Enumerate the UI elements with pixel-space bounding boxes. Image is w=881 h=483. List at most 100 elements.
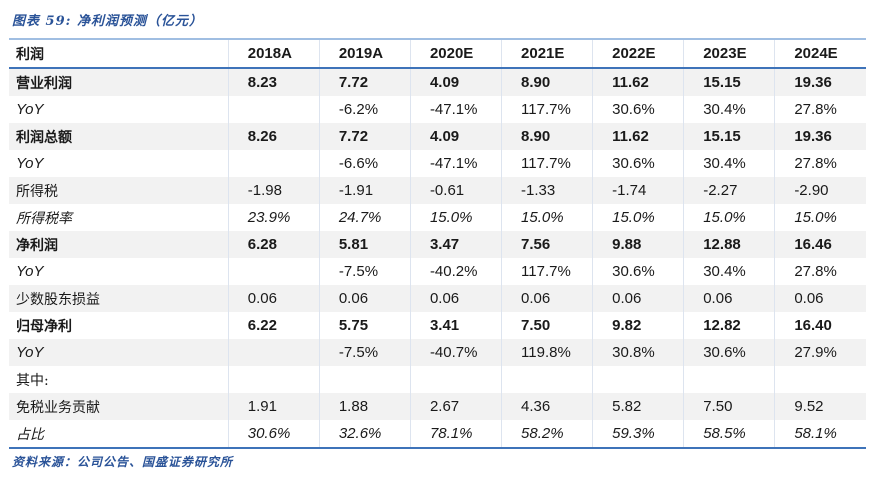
table-cell: 5.81 xyxy=(318,231,411,258)
header-year-cell: 2024E xyxy=(774,39,866,68)
row-label: YoY xyxy=(16,101,44,118)
row-label: YoY xyxy=(16,263,44,280)
table-cell xyxy=(409,366,502,393)
table-cell: 117.7% xyxy=(501,96,593,123)
table-row: 免税业务贡献 1.91 1.88 2.67 4.36 5.82 7.50 9.52 xyxy=(9,393,866,420)
table-cell: -1.74 xyxy=(592,177,684,204)
table-cell: -1.91 xyxy=(318,177,411,204)
table-cell: 15.0% xyxy=(592,204,684,231)
table-cell: 0.06 xyxy=(774,285,866,312)
table-cell xyxy=(227,339,320,366)
table-row: 占比 30.6% 32.6% 78.1% 58.2% 59.3% 58.5% 58.1% xyxy=(9,420,866,448)
table-cell: 0.06 xyxy=(683,285,775,312)
header-label-cell: 利润 xyxy=(16,46,44,63)
table-cell: 12.82 xyxy=(683,312,775,339)
table-cell xyxy=(592,366,684,393)
table-cell: 6.22 xyxy=(227,312,320,339)
table-cell xyxy=(501,366,593,393)
table-cell: 3.41 xyxy=(409,312,502,339)
table-row: 净利润 6.28 5.81 3.47 7.56 9.88 12.88 16.46 xyxy=(9,231,866,258)
table-cell: 11.62 xyxy=(592,123,684,150)
table-cell: 30.4% xyxy=(683,150,775,177)
table-cell xyxy=(683,366,775,393)
header-year-cell: 2022E xyxy=(592,39,684,68)
row-label: 营业利润 xyxy=(16,75,72,92)
table-cell xyxy=(227,258,320,285)
table-cell: 4.09 xyxy=(409,123,502,150)
table-cell: 0.06 xyxy=(227,285,320,312)
row-label: 免税业务贡献 xyxy=(16,399,100,416)
table-cell: 59.3% xyxy=(592,420,684,448)
table-cell: 7.56 xyxy=(501,231,593,258)
table-cell: 12.88 xyxy=(683,231,775,258)
table-cell: -6.6% xyxy=(318,150,411,177)
table-cell: 16.46 xyxy=(774,231,866,258)
table-cell: 58.5% xyxy=(683,420,775,448)
table-cell xyxy=(227,150,320,177)
table-cell: -7.5% xyxy=(318,339,411,366)
table-cell: 58.1% xyxy=(774,420,866,448)
table-cell: 19.36 xyxy=(774,123,866,150)
table-cell: 16.40 xyxy=(774,312,866,339)
header-year-cell: 2021E xyxy=(501,39,593,68)
row-label: 归母净利 xyxy=(16,318,72,335)
table-cell: 7.72 xyxy=(318,123,411,150)
table-cell: 15.0% xyxy=(501,204,593,231)
row-label: 少数股东损益 xyxy=(16,291,100,308)
table-cell: 8.23 xyxy=(227,68,320,96)
table-cell: 23.9% xyxy=(227,204,320,231)
table-cell: 0.06 xyxy=(592,285,684,312)
table-row: 其中: xyxy=(9,366,866,393)
table-cell: 8.26 xyxy=(227,123,320,150)
table-header-row: 利润 2018A 2019A 2020E 2021E 2022E 2023E 2024E xyxy=(9,39,866,68)
table-cell: 1.91 xyxy=(227,393,320,420)
table-cell: 3.47 xyxy=(409,231,502,258)
table-cell: 30.4% xyxy=(683,96,775,123)
table-cell: -40.2% xyxy=(409,258,502,285)
table-body: 营业利润 8.23 7.72 4.09 8.90 11.62 15.15 19.36 YoY -6… xyxy=(9,68,866,448)
table-cell: 27.9% xyxy=(774,339,866,366)
table-cell: 4.36 xyxy=(501,393,593,420)
table-cell: 8.90 xyxy=(501,68,593,96)
net-profit-forecast-table: 利润 2018A 2019A 2020E 2021E 2022E 2023E 2024E 营… xyxy=(9,38,866,449)
table-cell: 2.67 xyxy=(409,393,502,420)
table-row: 利润总额 8.26 7.72 4.09 8.90 11.62 15.15 19.36 xyxy=(9,123,866,150)
table-cell: 27.8% xyxy=(774,96,866,123)
table-row: YoY -6.6% -47.1% 117.7% 30.6% 30.4% 27.8% xyxy=(9,150,866,177)
table-cell: 119.8% xyxy=(501,339,593,366)
table-cell: 30.6% xyxy=(592,150,684,177)
table-cell: 8.90 xyxy=(501,123,593,150)
table-cell: -47.1% xyxy=(409,150,502,177)
table-cell: -2.90 xyxy=(774,177,866,204)
table-cell: 5.75 xyxy=(318,312,411,339)
row-label: YoY xyxy=(16,344,44,361)
header-year-cell: 2019A xyxy=(318,39,411,68)
table-cell: 4.09 xyxy=(409,68,502,96)
header-year-cell: 2018A xyxy=(227,39,320,68)
table-cell: 27.8% xyxy=(774,150,866,177)
table-cell: 0.06 xyxy=(501,285,593,312)
table-cell: -1.98 xyxy=(227,177,320,204)
table-cell xyxy=(227,96,320,123)
table-row: 归母净利 6.22 5.75 3.41 7.50 9.82 12.82 16.40 xyxy=(9,312,866,339)
table-cell: 15.15 xyxy=(683,123,775,150)
table-cell: 30.6% xyxy=(227,420,320,448)
row-label: 其中: xyxy=(16,372,49,389)
table-row: 少数股东损益 0.06 0.06 0.06 0.06 0.06 0.06 0.06 xyxy=(9,285,866,312)
table-cell: 7.72 xyxy=(318,68,411,96)
table-cell: -2.27 xyxy=(683,177,775,204)
table-row: YoY -7.5% -40.7% 119.8% 30.8% 30.6% 27.9% xyxy=(9,339,866,366)
row-label: YoY xyxy=(16,155,44,172)
table-cell: 30.4% xyxy=(683,258,775,285)
table-cell: 19.36 xyxy=(774,68,866,96)
table-cell: 9.82 xyxy=(592,312,684,339)
header-year-cell: 2023E xyxy=(683,39,775,68)
table-cell: -7.5% xyxy=(318,258,411,285)
table-row: YoY -7.5% -40.2% 117.7% 30.6% 30.4% 27.8% xyxy=(9,258,866,285)
table-cell: 32.6% xyxy=(318,420,411,448)
table-cell: 78.1% xyxy=(409,420,502,448)
table-cell: 30.8% xyxy=(592,339,684,366)
table-cell: 11.62 xyxy=(592,68,684,96)
table-cell: 6.28 xyxy=(227,231,320,258)
table-cell: 0.06 xyxy=(409,285,502,312)
